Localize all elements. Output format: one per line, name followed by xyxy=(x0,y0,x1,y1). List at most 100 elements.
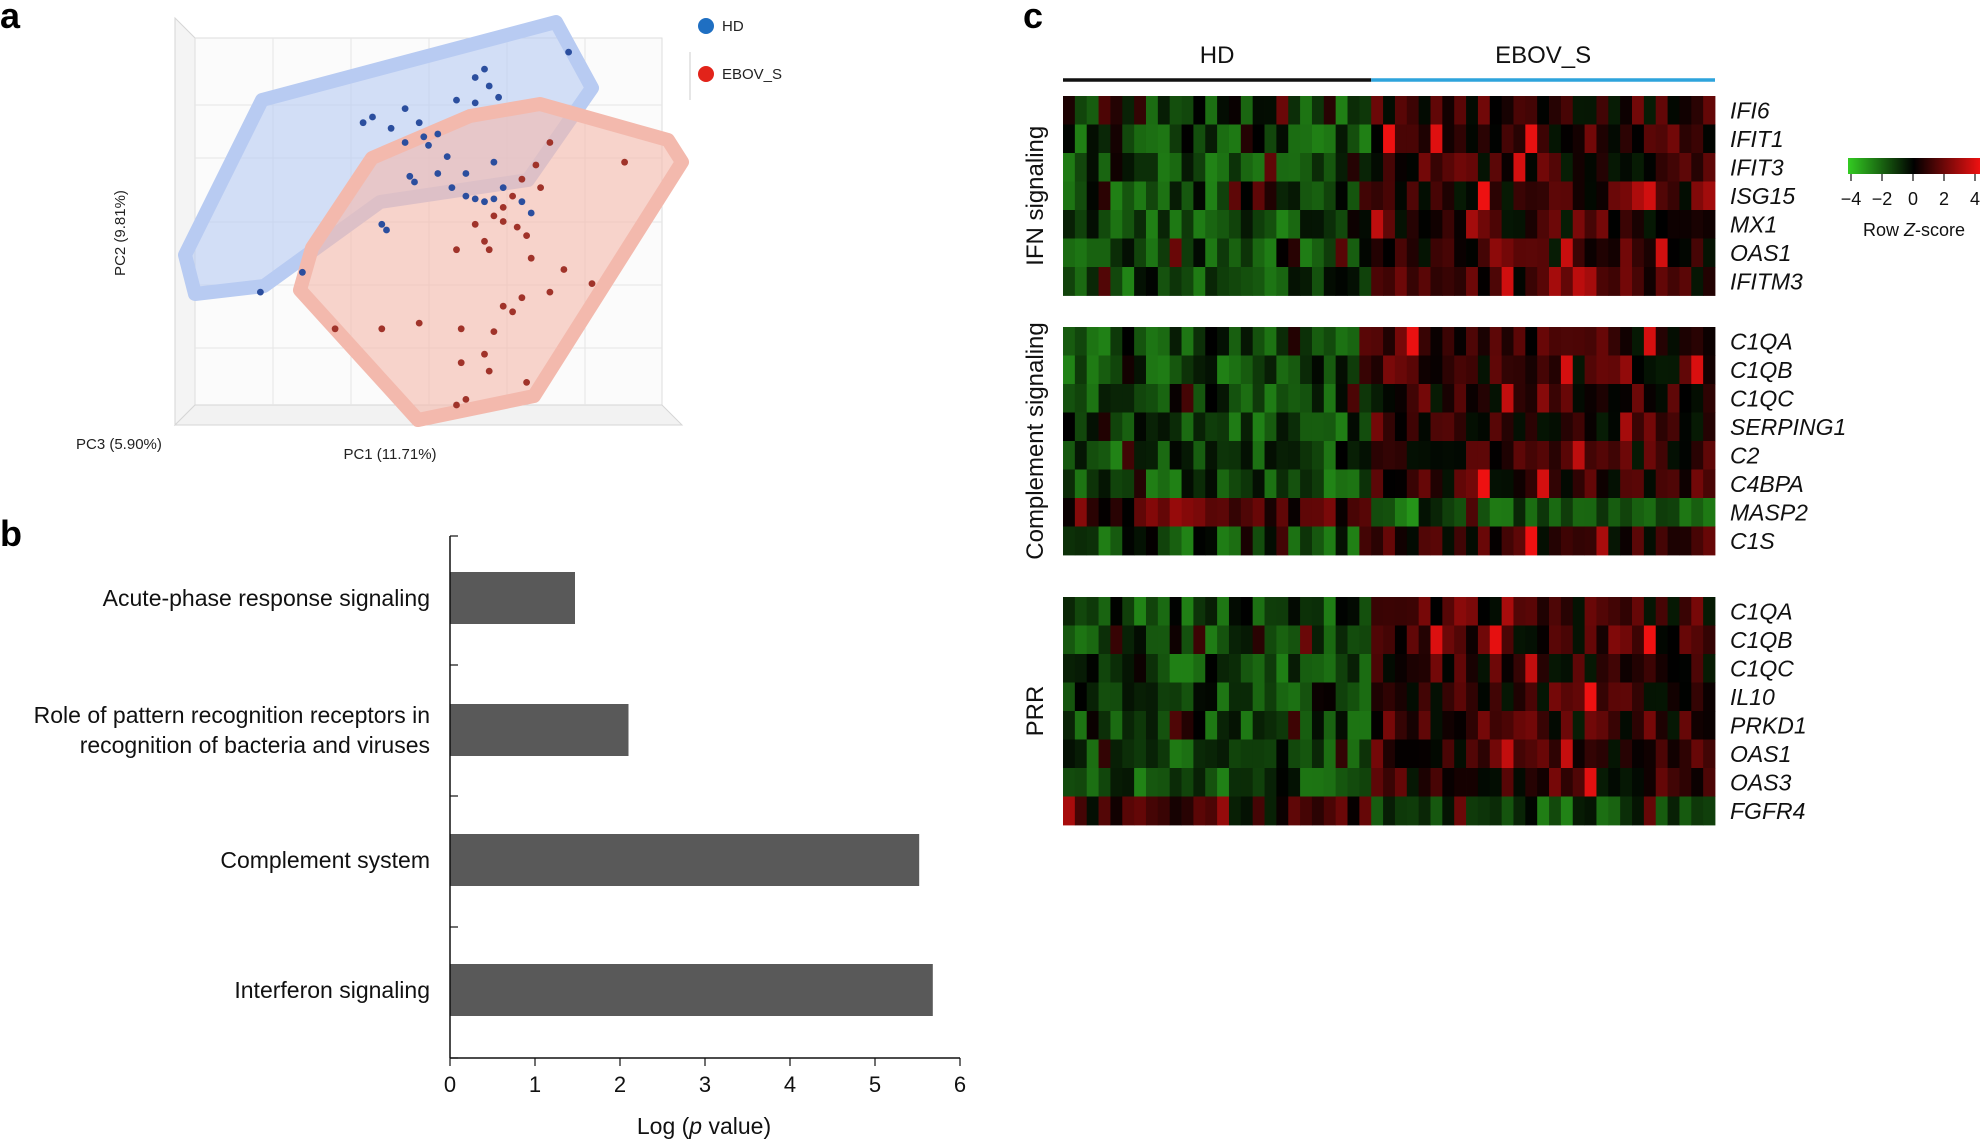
heat-cell xyxy=(1098,181,1111,211)
heat-cell xyxy=(1359,441,1372,470)
heat-cell xyxy=(1217,625,1230,655)
heat-cell xyxy=(1643,124,1657,154)
heat-cell xyxy=(1323,210,1337,239)
heat-cell xyxy=(1145,238,1159,268)
heat-cell xyxy=(1098,682,1111,712)
heat-cell xyxy=(1359,597,1372,626)
heat-cell xyxy=(1466,682,1479,712)
heat-cell xyxy=(1122,355,1135,385)
heat-cell xyxy=(1643,796,1657,826)
gene-label-2-5: OAS1 xyxy=(1730,741,1791,767)
heat-cell xyxy=(1169,96,1182,125)
heat-cell xyxy=(1193,469,1206,499)
heat-cell xyxy=(1098,526,1111,556)
heat-cell xyxy=(1643,181,1657,211)
pathway-bar-chart: Acute-phase response signaling Role of pa… xyxy=(34,535,966,1139)
heat-cell xyxy=(1537,796,1550,826)
heat-cell xyxy=(1679,526,1692,556)
heat-cell xyxy=(1477,441,1491,470)
heat-cell xyxy=(1454,412,1467,442)
ebov-point-27 xyxy=(481,350,488,358)
heat-cell xyxy=(1406,682,1420,712)
heat-cell xyxy=(1205,124,1218,154)
heat-cell xyxy=(1418,654,1431,683)
heat-cell xyxy=(1703,654,1716,683)
heat-cell xyxy=(1501,238,1514,268)
heat-cell xyxy=(1359,469,1372,499)
heat-cell xyxy=(1643,711,1657,740)
heat-cell xyxy=(1157,327,1171,356)
heat-cell xyxy=(1525,739,1538,769)
heat-cell xyxy=(1477,327,1491,356)
heat-cell xyxy=(1691,441,1704,470)
heat-cell xyxy=(1501,210,1514,239)
heat-cell xyxy=(1442,526,1455,556)
heat-cell xyxy=(1288,412,1301,442)
gene-label-0-1: IFIT1 xyxy=(1730,126,1784,152)
heat-cell xyxy=(1655,153,1668,182)
heat-cell xyxy=(1359,96,1372,125)
heat-cell xyxy=(1691,327,1704,356)
heat-cell xyxy=(1549,597,1562,626)
heat-cell xyxy=(1074,267,1088,296)
ebov-point-28 xyxy=(457,359,465,367)
heat-cell xyxy=(1525,181,1538,211)
heat-cell xyxy=(1252,597,1265,626)
heat-cell xyxy=(1335,181,1348,211)
ebov-point-7 xyxy=(490,212,498,220)
heat-cell xyxy=(1228,124,1242,154)
heat-cell xyxy=(1217,124,1230,154)
heat-cell xyxy=(1086,124,1099,154)
heat-cell xyxy=(1584,412,1597,442)
heat-cell xyxy=(1560,124,1574,154)
ebov-point-31 xyxy=(462,396,470,403)
heat-cell xyxy=(1560,597,1574,626)
heat-cell xyxy=(1442,597,1455,626)
heat-cell xyxy=(1620,181,1633,211)
heat-cell xyxy=(1442,796,1455,826)
heat-cell xyxy=(1442,327,1455,356)
heat-cell xyxy=(1584,210,1597,239)
heat-cell xyxy=(1359,153,1372,182)
heat-cell xyxy=(1193,526,1206,556)
heat-cell xyxy=(1264,711,1277,740)
hd-point-32 xyxy=(299,268,306,276)
heat-cell xyxy=(1074,441,1088,470)
heat-cell xyxy=(1288,469,1301,499)
bar-1 xyxy=(450,704,629,756)
heat-cell xyxy=(1276,796,1289,826)
heat-cell xyxy=(1335,526,1348,556)
heat-cell xyxy=(1193,739,1206,769)
heat-cell xyxy=(1323,739,1337,769)
heat-cell xyxy=(1145,355,1159,385)
heat-cell xyxy=(1063,441,1076,470)
heat-cell xyxy=(1513,181,1526,211)
heat-cell xyxy=(1359,768,1372,797)
heat-cell xyxy=(1193,327,1206,356)
heat-cell xyxy=(1703,267,1716,296)
heat-cell xyxy=(1596,210,1609,239)
heat-cell xyxy=(1418,96,1431,125)
heat-cell xyxy=(1181,768,1194,797)
heat-cell xyxy=(1074,210,1088,239)
heat-cell xyxy=(1311,796,1325,826)
heat-cell xyxy=(1537,768,1550,797)
heat-cell xyxy=(1063,238,1076,268)
gene-label-2-7: FGFR4 xyxy=(1730,798,1805,824)
heat-cell xyxy=(1501,384,1514,413)
heat-cell xyxy=(1572,739,1585,769)
heat-cell xyxy=(1501,441,1514,470)
heat-cell xyxy=(1525,153,1538,182)
heat-cell xyxy=(1679,267,1692,296)
heat-cell xyxy=(1454,96,1467,125)
heat-cell xyxy=(1311,711,1325,740)
heat-cell xyxy=(1347,267,1360,296)
heat-cell xyxy=(1288,181,1301,211)
hd-point-28 xyxy=(499,184,507,192)
heat-cell xyxy=(1489,654,1503,683)
heat-cell xyxy=(1620,327,1633,356)
heat-cell xyxy=(1311,768,1325,797)
heat-cell xyxy=(1655,625,1668,655)
heat-cell xyxy=(1394,384,1408,413)
heat-cell xyxy=(1311,498,1325,527)
